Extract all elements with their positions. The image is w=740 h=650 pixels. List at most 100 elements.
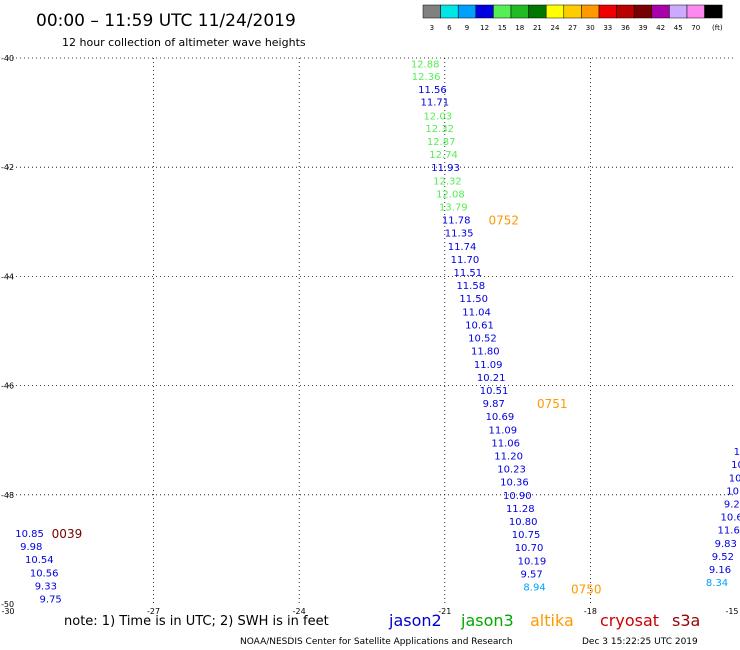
- data-point-label: 11.50: [459, 294, 488, 305]
- legend-swatch: [528, 4, 547, 19]
- data-point-label: 12.88: [411, 59, 440, 70]
- data-point-label: 11.61: [718, 526, 740, 537]
- data-point-label: 11.28: [506, 504, 535, 515]
- legend-swatch: [686, 4, 705, 19]
- legend-label: 42: [656, 24, 665, 32]
- data-point-label: 10.90: [503, 491, 532, 502]
- data-point-label: 10: [731, 460, 740, 471]
- footer-credit: NOAA/NESDIS Center for Satellite Applica…: [240, 637, 513, 647]
- satellite-cryosat: cryosat: [600, 611, 659, 630]
- legend-unit: (ft): [712, 24, 723, 32]
- data-point-label: 12.36: [412, 72, 441, 83]
- legend-swatch: [633, 4, 653, 19]
- data-point-label: 9.24: [724, 500, 740, 511]
- legend-label: 12: [480, 24, 489, 32]
- legend-swatch: [581, 4, 600, 19]
- data-point-label: 11.09: [474, 360, 503, 371]
- data-point-label: 12.74: [429, 150, 458, 161]
- legend-label: 27: [568, 24, 577, 32]
- legend-label: 3: [430, 24, 434, 32]
- color-legend: 3 6 9 12 15 18 21 24 27 30 33 36 39 42 45 70: [422, 4, 723, 32]
- satellite-altika: altika: [530, 611, 574, 630]
- data-point-label: 11.80: [471, 347, 500, 358]
- legend-label: 33: [603, 24, 612, 32]
- grid: [8, 57, 736, 604]
- data-point-label: 11.70: [451, 255, 480, 266]
- satellite-s3a: s3a: [672, 611, 700, 630]
- data-point-label: 10.65: [720, 513, 740, 524]
- legend-swatch: [545, 4, 565, 19]
- data-point-label: 11.74: [448, 242, 477, 253]
- x-tick-label: -27: [147, 607, 160, 616]
- pass-time-label: 0750: [571, 583, 602, 597]
- legend-swatch: [563, 4, 582, 19]
- x-tick-label: -21: [438, 607, 451, 616]
- legend-label: 18: [515, 24, 524, 32]
- y-tick-label: -50: [1, 600, 14, 609]
- legend-swatch: [493, 4, 512, 19]
- legend-swatch: [457, 4, 477, 19]
- data-point-label: 11.93: [431, 163, 460, 174]
- data-point-label: 10.36: [500, 478, 529, 489]
- legend-label: 24: [551, 24, 560, 32]
- y-tick-label: -42: [1, 163, 14, 172]
- data-point-label: 11.71: [421, 98, 450, 109]
- legend-label: 21: [533, 24, 542, 32]
- data-point-label: 11.58: [456, 281, 485, 292]
- data-point-label: 9.52: [712, 552, 734, 563]
- data-point-label: 9.75: [40, 595, 62, 606]
- legend-label: 30: [586, 24, 595, 32]
- data-point-label: 10.23: [497, 465, 526, 476]
- data-point-label: 11.04: [462, 307, 491, 318]
- x-tick-label: -24: [293, 607, 306, 616]
- x-tick-label: -15: [725, 607, 738, 616]
- y-tick-label: -46: [1, 382, 14, 391]
- legend-swatch: [598, 4, 617, 19]
- data-point-label: 12.08: [436, 189, 465, 200]
- legend-label: 36: [621, 24, 630, 32]
- data-point-label: 11.20: [494, 451, 523, 462]
- pass-time-label: 0039: [52, 527, 83, 541]
- data-point-label: 10.61: [465, 320, 494, 331]
- legend-label: 70: [691, 24, 700, 32]
- pass-time-label: 0752: [488, 214, 519, 228]
- data-point-label: 10.54: [25, 555, 54, 566]
- legend-swatch: [422, 4, 441, 19]
- satellite-jason3: jason3: [460, 611, 514, 630]
- data-point-label: 11.35: [445, 229, 474, 240]
- data-point-label: 12.32: [433, 176, 462, 187]
- data-point-label: 10.70: [515, 543, 544, 554]
- footer-timestamp: Dec 3 15:22:25 UTC 2019: [582, 637, 698, 647]
- legend-label: 9: [465, 24, 469, 32]
- data-point-label: 12.87: [427, 137, 456, 148]
- data-point-label: 9.16: [709, 565, 731, 576]
- data-marks: 12.88 12.36 11.56 11.71 12.03 12.32 12.87 12.74…: [15, 59, 740, 605]
- data-point-label: 9.33: [35, 581, 57, 592]
- data-point-label: 10.80: [509, 517, 538, 528]
- data-point-label: 11.09: [488, 425, 517, 436]
- legend-swatch: [704, 4, 723, 19]
- data-point-label: 9.87: [483, 399, 505, 410]
- data-point-label: 13.79: [439, 203, 468, 214]
- x-tick-label: -18: [584, 607, 597, 616]
- data-point-label: 10: [729, 473, 740, 484]
- data-point-label: 9.98: [20, 542, 42, 553]
- pass-time-label: 0751: [537, 397, 568, 411]
- legend-swatch: [475, 4, 494, 19]
- data-point-label: 12.32: [425, 124, 454, 135]
- data-point-label: 10.21: [477, 373, 506, 384]
- data-point-label: 11.06: [491, 438, 520, 449]
- legend-label: 45: [674, 24, 683, 32]
- footer-note: note: 1) Time is in UTC; 2) SWH is in fe…: [64, 614, 329, 629]
- data-point-label: 9.83: [715, 539, 737, 550]
- data-point-label: 11.51: [454, 268, 483, 279]
- data-point-label: 10.51: [480, 386, 509, 397]
- chart-subtitle: 12 hour collection of altimeter wave hei…: [62, 36, 306, 49]
- y-tick-label: -48: [1, 491, 14, 500]
- data-point-label: 11.56: [418, 85, 447, 96]
- satellite-jason2: jason2: [388, 611, 442, 630]
- legend-swatch: [616, 4, 635, 19]
- chart-title: 00:00 – 11:59 UTC 11/24/2019: [36, 11, 296, 31]
- legend-label: 39: [639, 24, 648, 32]
